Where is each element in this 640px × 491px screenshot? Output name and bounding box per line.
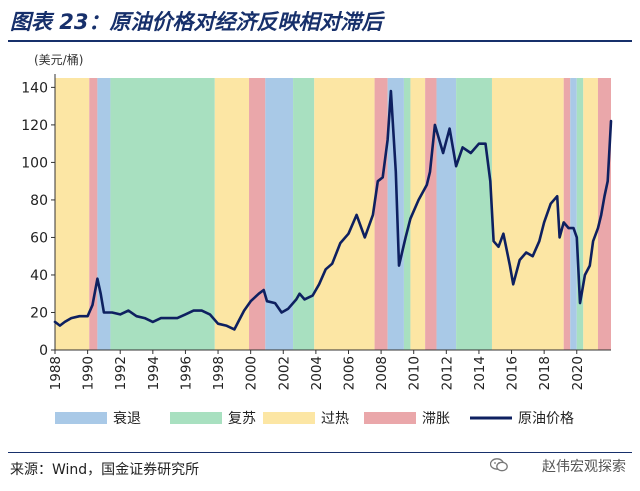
x-tick-label: 2006 [341,356,357,390]
phase-band-7 [293,78,315,350]
series-layer [53,89,613,331]
x-tick-label: 2012 [439,356,455,390]
y-tick-label: 120 [21,118,48,134]
phase-band-12 [410,78,426,350]
phase-band-21 [597,78,611,350]
source-divider [8,452,632,453]
x-tick-label: 2014 [472,356,488,390]
y-tick-label: 40 [30,268,48,284]
x-tick-label: 1994 [146,356,162,390]
phase-band-4 [214,78,250,350]
series-line-oil-price [53,89,613,331]
phase-band-5 [249,78,266,350]
legend-swatch-3 [364,412,416,424]
phase-band-14 [436,78,457,350]
phase-band-13 [425,78,437,350]
x-tick-label: 1998 [211,356,227,390]
phase-band-20 [583,78,598,350]
phase-bands [55,78,611,350]
title-divider [8,40,632,42]
phase-band-15 [456,78,492,350]
x-tick-label: 2010 [407,356,423,390]
figure-title: 图表 23：原油价格对经济反映相对滞后 [10,10,383,34]
x-tick-label: 1990 [81,356,97,390]
legend-label-3: 滞胀 [422,411,450,427]
oil-price-chart: 0 20 40 60 80 100 120 140 1988 1990 1992 1994 1996 19… [21,74,613,427]
x-tick-label: 2020 [570,356,586,390]
phase-band-9 [374,78,388,350]
phase-band-0 [55,78,90,350]
x-tick-label: 1988 [48,356,64,390]
y-tick-label: 140 [21,80,48,96]
x-tick-label: 2018 [537,356,553,390]
legend-label-1: 复苏 [228,410,256,427]
x-tick-label: 2000 [244,356,260,390]
phase-band-1 [89,78,98,350]
legend-swatch-2 [263,412,315,424]
y-axis-unit-label: (美元/桶) [34,53,84,67]
source-note: 来源：Wind，国金证券研究所 [10,462,200,478]
watermark-text: 赵伟宏观探索 [542,459,626,475]
legend-label-0: 衰退 [113,410,141,427]
phase-band-3 [110,78,215,350]
x-tick-label: 2004 [309,356,325,390]
phase-band-19 [576,78,584,350]
phase-band-6 [265,78,294,350]
x-tick-label: 2002 [276,356,292,390]
phase-band-11 [403,78,411,350]
y-tick-label: 100 [21,155,48,171]
legend-swatch-0 [55,412,107,424]
legend-swatch-1 [170,412,222,424]
phase-band-2 [97,78,111,350]
phase-band-8 [314,78,375,350]
legend-label-2: 过热 [321,411,349,427]
legend: 衰退 复苏 过热 滞胀 原油价格 [55,410,574,427]
x-tick-label: 2008 [374,356,390,390]
x-tick-label: 1992 [113,356,129,390]
y-tick-label: 20 [30,305,48,321]
phase-band-16 [491,78,564,350]
x-tick-label: 1996 [178,356,194,390]
phase-band-18 [570,78,577,350]
legend-label-4: 原油价格 [518,411,574,427]
wechat-icon [490,458,508,472]
phase-band-17 [563,78,571,350]
phase-band-10 [387,78,404,350]
axes: 0 20 40 60 80 100 120 140 1988 1990 1992 1994 1996 19… [21,74,611,390]
y-tick-label: 60 [30,230,48,246]
y-tick-label: 80 [30,193,48,209]
x-tick-label: 2016 [505,356,521,390]
y-tick-label: 0 [39,343,48,359]
